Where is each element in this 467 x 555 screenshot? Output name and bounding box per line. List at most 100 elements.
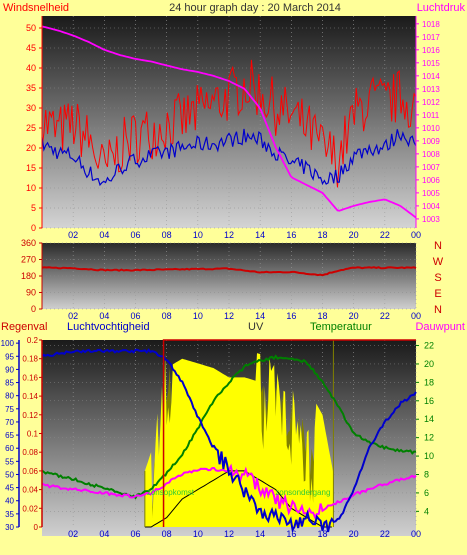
- temperature-line: [41, 354, 417, 500]
- wind-x-tick-label: 10: [193, 230, 203, 240]
- rain-y-tick-label: 0.04: [22, 486, 38, 495]
- temperature-y-tick-label: 10: [424, 451, 434, 461]
- weather-x-tick-label: 10: [193, 529, 203, 539]
- weather-x-tick-label: 22: [380, 529, 390, 539]
- direction-label-e: E: [434, 288, 441, 300]
- wind-direction-line: [41, 266, 417, 277]
- direction-y-tick-label: 360: [21, 238, 36, 248]
- temperature-y-tick-label: 22: [424, 341, 434, 351]
- pressure-y-tick-label: 1013: [422, 85, 440, 94]
- direction-x-tick-label: 12: [224, 311, 234, 321]
- humidity-y-tick-label: 30: [5, 523, 14, 532]
- wind-y-tick-label: 15: [26, 163, 36, 173]
- humidity-y-tick-label: 65: [5, 431, 14, 440]
- temperature-y-tick-label: 16: [424, 396, 434, 406]
- weather-x-tick-label: 16: [286, 529, 296, 539]
- rain-y-tick-label: 0.08: [22, 448, 38, 457]
- direction-label-s: S: [434, 272, 441, 284]
- humidity-y-tick-label: 40: [5, 497, 14, 506]
- rain-y-tick-label: 0: [34, 523, 39, 532]
- direction-x-tick-label: 04: [99, 311, 109, 321]
- humidity-y-tick-label: 45: [5, 484, 14, 493]
- humidity-y-tick-label: 100: [1, 339, 15, 348]
- weather-x-tick-label: 08: [162, 529, 172, 539]
- uv-area: [144, 353, 334, 527]
- pressure-y-tick-label: 1012: [422, 98, 440, 107]
- wind-x-tick-label: 22: [380, 230, 390, 240]
- rain-y-tick-label: 0.12: [22, 411, 38, 420]
- temperature-y-tick-label: 4: [424, 506, 429, 516]
- temperature-y-tick-label: 12: [424, 433, 434, 443]
- pressure-y-tick-label: 1007: [422, 163, 440, 172]
- pressure-line: [41, 25, 417, 219]
- direction-x-tick-label: 20: [349, 311, 359, 321]
- humidity-y-tick-label: 35: [5, 510, 14, 519]
- pressure-y-tick-label: 1003: [422, 215, 440, 224]
- wind-y-tick-label: 45: [26, 43, 36, 53]
- humidity-y-tick-label: 50: [5, 470, 14, 479]
- rain-y-tick-label: 0.18: [22, 355, 38, 364]
- temperature-y-tick-label: 6: [424, 488, 429, 498]
- sunrise-label: zonsopkomst: [147, 488, 195, 497]
- rain-y-tick-label: 0.16: [22, 373, 38, 382]
- wind-y-tick-label: 25: [26, 123, 36, 133]
- direction-label-n-top: N: [434, 240, 442, 252]
- direction-x-tick-label: 08: [162, 311, 172, 321]
- weather-x-tick-label: 20: [349, 529, 359, 539]
- pressure-y-tick-label: 1018: [422, 20, 440, 29]
- wind-speed-label: Windsnelheid: [3, 2, 69, 14]
- pressure-y-tick-label: 1015: [422, 59, 440, 68]
- humidity-y-tick-label: 90: [5, 365, 14, 374]
- direction-label-w: W: [433, 256, 444, 268]
- wind-x-tick-label: 16: [286, 230, 296, 240]
- weather-x-tick-label: 00: [411, 529, 421, 539]
- rain-y-tick-label: 0.06: [22, 467, 38, 476]
- direction-x-tick-label: 10: [193, 311, 203, 321]
- wind-y-tick-label: 0: [31, 223, 36, 233]
- wind-x-tick-label: 14: [255, 230, 265, 240]
- wind-x-tick-label: 02: [68, 230, 78, 240]
- pressure-y-tick-label: 1010: [422, 124, 440, 133]
- pressure-y-tick-label: 1017: [422, 33, 440, 42]
- pressure-y-tick-label: 1005: [422, 189, 440, 198]
- humidity-label: Luchtvochtigheid: [67, 321, 150, 333]
- pressure-label: Luchtdruk: [417, 2, 466, 14]
- pressure-y-tick-label: 1006: [422, 176, 440, 185]
- sunset-label: zonsondergang: [275, 488, 330, 497]
- direction-y-tick-label: 0: [31, 304, 36, 314]
- uv-label: UV: [248, 321, 264, 333]
- direction-x-tick-label: 00: [411, 311, 421, 321]
- wind-x-tick-label: 00: [411, 230, 421, 240]
- temperature-y-tick-label: 8: [424, 469, 429, 479]
- weather-x-tick-label: 12: [224, 529, 234, 539]
- wind-y-tick-label: 5: [31, 203, 36, 213]
- humidity-y-tick-label: 95: [5, 352, 14, 361]
- wind-speed-line: [41, 59, 417, 188]
- pressure-y-tick-label: 1009: [422, 137, 440, 146]
- wind-x-tick-label: 12: [224, 230, 234, 240]
- direction-x-tick-label: 18: [317, 311, 327, 321]
- direction-y-tick-label: 90: [26, 288, 36, 298]
- temperature-y-tick-label: 18: [424, 377, 434, 387]
- rainfall-line: [162, 339, 416, 527]
- pressure-y-tick-label: 1016: [422, 46, 440, 55]
- pressure-y-tick-label: 1014: [422, 72, 440, 81]
- wind-y-tick-label: 35: [26, 83, 36, 93]
- wind-x-tick-label: 08: [162, 230, 172, 240]
- wind-gust-line: [41, 128, 417, 187]
- weather-x-tick-label: 06: [130, 529, 140, 539]
- rain-y-tick-label: 0.02: [22, 504, 38, 513]
- wind-y-tick-label: 20: [26, 143, 36, 153]
- humidity-y-tick-label: 70: [5, 418, 14, 427]
- wind-y-tick-label: 10: [26, 183, 36, 193]
- wind-x-tick-label: 06: [130, 230, 140, 240]
- wind-y-tick-label: 40: [26, 63, 36, 73]
- rain-y-tick-label: 0.14: [22, 392, 38, 401]
- rain-y-tick-label: 0.1: [27, 430, 39, 439]
- humidity-line: [41, 348, 417, 533]
- direction-label-n-bottom: N: [434, 304, 442, 316]
- pressure-y-tick-label: 1011: [422, 111, 440, 120]
- temperature-y-tick-label: 20: [424, 359, 434, 369]
- rain-y-tick-label: 0.2: [27, 336, 39, 345]
